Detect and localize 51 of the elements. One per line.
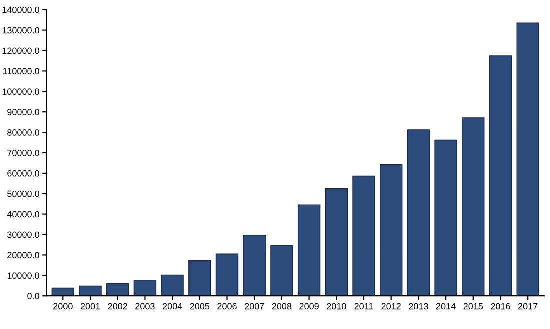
x-tick-label: 2013 bbox=[409, 303, 428, 310]
bar bbox=[216, 254, 239, 296]
y-tick-label: 80000.0 bbox=[8, 130, 40, 136]
y-tick-label: 0.0 bbox=[28, 293, 40, 300]
x-tick-label: 2000 bbox=[54, 303, 73, 310]
y-tick-label: 120000.0 bbox=[2, 48, 40, 54]
bar bbox=[489, 56, 512, 296]
x-tick-label: 2007 bbox=[245, 303, 264, 310]
bar bbox=[79, 286, 102, 296]
bar bbox=[380, 164, 403, 296]
bar bbox=[243, 234, 266, 296]
y-tick-label: 10000.0 bbox=[8, 272, 40, 280]
y-tick-label: 40000.0 bbox=[7, 211, 40, 218]
bar bbox=[352, 176, 376, 296]
x-tick-label: 2004 bbox=[162, 303, 182, 310]
y-tick-label: 90000.0 bbox=[8, 109, 40, 116]
y-tick-label: 30000.0 bbox=[8, 232, 40, 238]
x-tick-label: 2011 bbox=[354, 303, 374, 310]
y-tick-label: 70000.0 bbox=[8, 150, 40, 156]
bar bbox=[106, 283, 130, 296]
bar bbox=[434, 140, 458, 296]
y-tick-label: 130000.0 bbox=[2, 27, 40, 34]
bar bbox=[298, 204, 321, 296]
x-tick-label: 2015 bbox=[464, 303, 484, 310]
bar bbox=[161, 274, 184, 296]
bar bbox=[188, 260, 212, 296]
x-tick-label: 2008 bbox=[272, 303, 292, 310]
y-tick-label: 140000.0 bbox=[2, 6, 40, 14]
y-tick-label: 50000.0 bbox=[8, 190, 40, 198]
bar bbox=[52, 288, 75, 296]
x-tick-label: 2005 bbox=[190, 303, 210, 310]
x-tick-label: 2017 bbox=[518, 303, 538, 310]
bar bbox=[516, 22, 540, 296]
x-tick-label: 2012 bbox=[382, 303, 401, 310]
bar bbox=[270, 245, 294, 296]
x-tick-label: 2002 bbox=[108, 303, 128, 310]
y-tick-label: 100000.0 bbox=[2, 88, 40, 96]
y-tick-label: 110000.0 bbox=[4, 68, 40, 75]
x-tick-label: 2010 bbox=[327, 303, 346, 310]
x-tick-label: 2016 bbox=[491, 303, 510, 310]
y-tick-label: 20000.0 bbox=[8, 252, 40, 259]
x-tick-label: 2009 bbox=[300, 303, 319, 310]
x-tick-label: 2003 bbox=[136, 303, 155, 310]
bar bbox=[134, 280, 157, 296]
y-tick-label: 60000.0 bbox=[8, 170, 40, 177]
x-tick-label: 2006 bbox=[218, 303, 237, 310]
x-tick-label: 2014 bbox=[436, 303, 456, 310]
bar bbox=[407, 130, 430, 296]
bar bbox=[462, 118, 485, 296]
bar bbox=[325, 188, 348, 296]
x-tick-label: 2001 bbox=[80, 303, 100, 310]
